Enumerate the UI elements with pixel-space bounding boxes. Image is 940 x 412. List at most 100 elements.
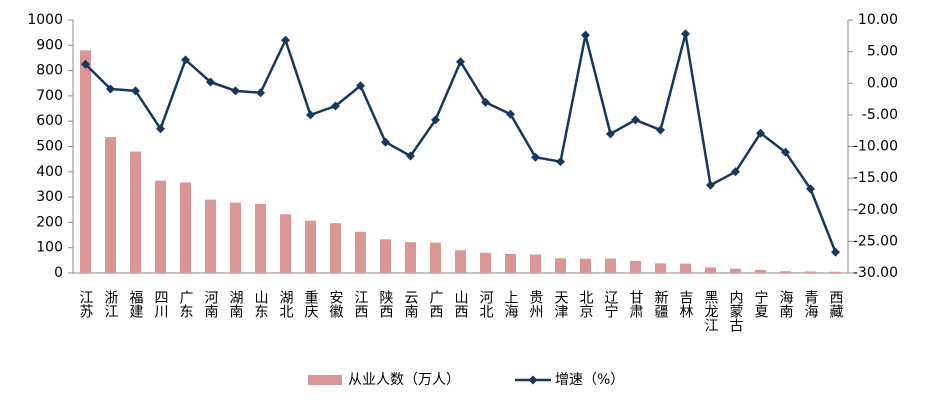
- x-tick-label: 北京: [578, 290, 594, 318]
- bar: [680, 263, 691, 273]
- bar: [805, 271, 816, 273]
- marker: [331, 101, 340, 111]
- y-tick-label: 500: [36, 139, 63, 155]
- bar: [605, 258, 616, 273]
- y-tick-label: 800: [36, 63, 63, 79]
- bar: [705, 267, 716, 273]
- x-tick-label: 黑龙江: [703, 290, 719, 332]
- y2-tick-label: -25.00: [853, 233, 898, 249]
- x-tick-label: 内蒙古: [728, 290, 744, 332]
- marker: [231, 86, 240, 96]
- bar: [455, 250, 466, 273]
- marker: [106, 84, 115, 94]
- x-tick-label: 重庆: [303, 290, 319, 318]
- bar: [105, 137, 116, 273]
- bar: [230, 202, 241, 273]
- y-tick-label: 200: [36, 214, 63, 230]
- marker: [531, 152, 540, 162]
- x-tick-label: 四川: [153, 290, 169, 318]
- marker: [81, 59, 90, 69]
- bar: [305, 220, 316, 273]
- y2-tick-label: 5.00: [867, 44, 898, 60]
- x-tick-label: 云南: [403, 290, 419, 318]
- bar: [505, 254, 516, 273]
- x-tick-label: 西藏: [828, 290, 844, 318]
- y-tick-label: 300: [36, 189, 63, 205]
- marker: [306, 110, 315, 120]
- bar: [355, 231, 366, 273]
- bar: [280, 214, 291, 273]
- bar: [780, 271, 791, 273]
- line: [84, 33, 837, 253]
- bar: [830, 271, 841, 273]
- y-tick-label: 100: [36, 240, 63, 256]
- x-tick-label: 安徽: [328, 290, 344, 318]
- legend-swatch: [308, 375, 342, 385]
- x-tick-label: 天津: [553, 290, 569, 318]
- y2-tick-label: -20.00: [853, 202, 898, 218]
- y2-tick-label: -10.00: [853, 139, 898, 155]
- marker: [506, 109, 515, 119]
- y2-tick-label: -30.00: [853, 265, 898, 281]
- bar: [630, 260, 641, 273]
- x-tick-label: 山东: [253, 290, 269, 318]
- y-tick-label: 700: [36, 88, 63, 104]
- marker: [181, 55, 190, 65]
- legend-label: 增速（%）: [555, 372, 624, 388]
- marker: [606, 129, 615, 139]
- x-tick-label: 宁夏: [753, 289, 769, 318]
- bar: [730, 268, 741, 273]
- bar: [380, 239, 391, 273]
- bar: [80, 50, 91, 273]
- marker: [556, 157, 565, 167]
- bar: [755, 269, 766, 273]
- x-tick-label: 海南: [778, 290, 794, 318]
- marker: [481, 97, 490, 107]
- y-tick-label: 0: [54, 265, 63, 281]
- x-tick-label: 贵州: [528, 290, 544, 318]
- x-tick-label: 浙江: [103, 290, 119, 318]
- marker: [131, 86, 140, 96]
- marker: [656, 125, 665, 135]
- marker: [206, 77, 215, 87]
- x-tick-label: 河北: [478, 290, 494, 319]
- y-tick-label: 600: [36, 113, 63, 129]
- x-tick-label: 山西: [453, 290, 469, 318]
- y2-tick-label: 10.00: [858, 12, 898, 28]
- marker: [681, 29, 690, 39]
- bar: [555, 258, 566, 273]
- bar: [655, 263, 666, 273]
- x-tick-label: 上海: [503, 290, 519, 318]
- x-tick-label: 湖南: [228, 290, 244, 318]
- legend-marker: [528, 375, 538, 385]
- x-tick-label: 广西: [428, 290, 444, 318]
- marker: [581, 30, 590, 40]
- bar: [480, 252, 491, 273]
- y2-tick-label: 0.00: [867, 75, 898, 91]
- bar: [580, 258, 591, 273]
- bar: [130, 151, 141, 273]
- marker: [781, 147, 790, 157]
- y-tick-label: 400: [36, 164, 63, 180]
- marker: [731, 167, 740, 177]
- bar: [255, 203, 266, 273]
- bar: [205, 199, 216, 273]
- x-tick-label: 湖北: [278, 290, 294, 319]
- marker: [256, 88, 265, 98]
- y2-tick-label: -5.00: [862, 107, 898, 123]
- x-tick-label: 吉林: [678, 290, 694, 318]
- bar: [530, 254, 541, 273]
- legend-label: 从业人数（万人）: [348, 372, 460, 388]
- marker: [756, 128, 765, 138]
- marker: [281, 35, 290, 45]
- x-tick-label: 青海: [803, 290, 819, 318]
- bar: [155, 180, 166, 273]
- bar: [330, 223, 341, 273]
- bar: [405, 242, 416, 273]
- x-tick-label: 辽宁: [603, 290, 619, 318]
- marker: [431, 115, 440, 125]
- marker: [806, 184, 815, 194]
- y2-tick-label: -15.00: [853, 170, 898, 186]
- x-tick-label: 陕西: [378, 290, 394, 318]
